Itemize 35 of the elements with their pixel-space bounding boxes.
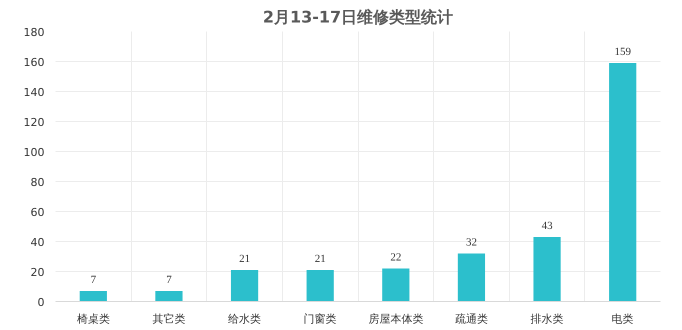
bar xyxy=(155,291,183,302)
y-tick-label: 40 xyxy=(30,236,45,249)
data-label: 43 xyxy=(542,220,554,232)
bar xyxy=(458,254,486,302)
bar xyxy=(80,291,107,302)
data-label: 7 xyxy=(90,274,97,286)
data-label: 159 xyxy=(614,46,632,58)
y-tick-label: 120 xyxy=(24,116,45,129)
y-tick-label: 140 xyxy=(24,86,45,99)
x-tick-label: 房屋本体类 xyxy=(368,312,424,326)
chart-title: 2月13-17日维修类型统计 xyxy=(262,8,454,26)
x-tick-label: 电类 xyxy=(612,312,634,326)
bar xyxy=(382,268,410,302)
y-tick-label: 20 xyxy=(30,266,45,279)
bar xyxy=(609,63,636,302)
bar xyxy=(533,237,561,302)
x-tick-label: 排水类 xyxy=(530,312,564,326)
x-tick-label: 给水类 xyxy=(228,312,262,326)
x-tick-label: 疏通类 xyxy=(454,312,488,326)
bar xyxy=(306,270,334,302)
data-label: 7 xyxy=(166,274,172,286)
y-tick-label: 100 xyxy=(24,146,45,159)
data-label: 22 xyxy=(390,252,402,264)
y-tick-label: 0 xyxy=(38,296,44,309)
x-tick-label: 其它类 xyxy=(152,312,186,326)
bar xyxy=(230,270,258,302)
y-tick-label: 160 xyxy=(24,56,45,69)
x-tick-label: 门窗类 xyxy=(304,312,337,326)
x-tick-label: 椅桌类 xyxy=(76,312,110,326)
y-tick-label: 180 xyxy=(24,26,45,39)
y-tick-label: 80 xyxy=(30,176,45,189)
data-label: 32 xyxy=(466,236,477,248)
data-label: 21 xyxy=(314,253,326,265)
data-label: 21 xyxy=(239,253,250,265)
y-tick-label: 60 xyxy=(30,206,45,219)
